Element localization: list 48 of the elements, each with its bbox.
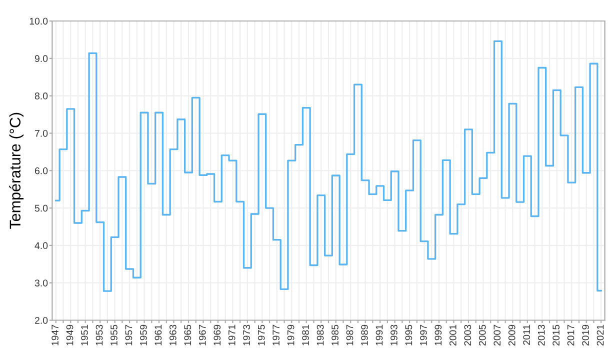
x-tick-label: 1973 [243,324,250,346]
x-tick-label: 2005 [478,324,486,346]
y-axis-title: Température (°C) [9,112,24,229]
x-tick-label: 1979 [287,324,294,346]
x-tick-label: 1985 [332,324,338,346]
x-tick-label: 1983 [316,324,324,346]
x-tick-label: 1955 [110,324,118,346]
y-tick-label: 3.0 [34,280,48,286]
y-tick-label: 7.0 [35,130,48,137]
x-tick-label: 2001 [449,324,456,346]
x-tick-label: 1967 [198,324,206,346]
x-tick-label: 1963 [169,324,176,346]
x-tick-label: 1993 [390,324,398,346]
y-tick-label: 9.0 [34,55,48,62]
x-tick-label: 2009 [508,324,516,346]
x-tick-label: 1995 [405,324,412,346]
x-tick-label: 1961 [154,324,162,346]
x-tick-label: 1969 [214,324,221,346]
x-tick-label: 1975 [258,324,265,346]
x-tick-label: 1989 [361,324,368,346]
x-tick-label: 2015 [552,324,560,346]
x-tick-label: 1959 [140,324,147,346]
x-tick-label: 1957 [125,324,132,346]
x-tick-label: 1965 [184,324,192,346]
x-tick-label: 1949 [66,324,74,346]
y-tick-label: 8.0 [34,92,48,100]
x-tick-label: 1987 [346,324,354,346]
y-tick-label: 10.0 [30,18,48,25]
x-tick-label: 2013 [538,324,545,346]
x-tick-label: 1977 [272,324,280,346]
x-tick-label: 2021 [596,324,604,346]
x-tick-label: 1971 [228,324,236,346]
x-tick-label: 2017 [567,324,574,346]
x-tick-label: 2019 [582,324,589,346]
x-tick-label: 2003 [464,324,472,346]
x-tick-label: 2011 [523,324,530,345]
y-tick-label: 2.0 [35,316,48,324]
x-tick-label: 1999 [434,324,442,346]
x-tick-label: 1947 [52,324,58,346]
x-tick-label: 1991 [376,324,383,346]
x-tick-label: 1997 [420,324,427,346]
x-tick-label: 1953 [96,324,103,346]
x-tick-label: 1951 [81,324,88,346]
y-tick-label: 4.0 [34,242,48,250]
y-tick-label: 6.0 [35,167,48,174]
x-tick-label: 1981 [302,324,309,346]
x-tick-label: 2007 [494,324,501,346]
y-tick-label: 5.0 [34,204,48,212]
